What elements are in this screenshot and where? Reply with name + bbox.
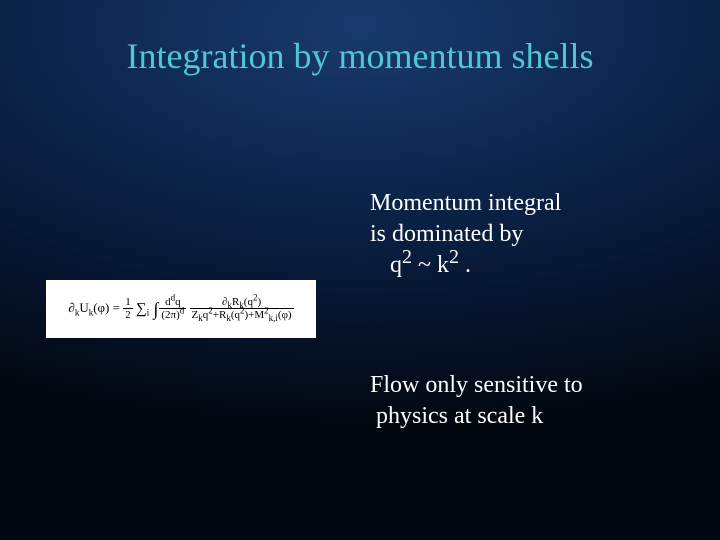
formula-box: ∂kUk(φ) = 12 ∑i ∫ddq(2π)d ∂kRk(q2)Zkq2+R… <box>46 280 316 338</box>
measure-den: (2π)d <box>159 309 186 321</box>
body-text-1-line3: q2 ~ k2 . <box>370 250 561 281</box>
sum-symbol: ∑ <box>136 301 147 318</box>
body-text-1-line1: Momentum integral <box>370 188 561 219</box>
equals: = <box>109 300 123 315</box>
body-text-1-line2: is dominated by <box>370 219 561 250</box>
q-symbol: q <box>390 252 402 278</box>
den-r-q-close-m: )+M <box>244 309 264 321</box>
slide-title: Integration by momentum shells <box>0 35 720 77</box>
half-den: 2 <box>123 309 133 321</box>
main-frac: ∂kRk(q2)Zkq2+Rk(q2)+M2k,i(φ) <box>190 297 294 321</box>
body-text-2-line1: Flow only sensitive to <box>370 370 583 401</box>
den-r-q-open: (q <box>231 309 240 321</box>
u-symbol: U <box>79 300 88 315</box>
tilde-k: ~ k <box>412 252 449 278</box>
integral-symbol: ∫ <box>153 299 158 320</box>
sum-index: i <box>147 308 150 318</box>
meas-2pi-sup: d <box>180 305 185 315</box>
period: . <box>459 252 471 278</box>
slide: Integration by momentum shells Momentum … <box>0 0 720 540</box>
main-den: Zkq2+Rk(q2)+M2k,i(φ) <box>190 309 294 321</box>
num-q-open: (q <box>244 296 253 308</box>
q-exponent: 2 <box>402 246 412 268</box>
den-plus-r: +R <box>213 309 227 321</box>
body-text-2: Flow only sensitive to physics at scale … <box>370 370 583 432</box>
formula: ∂kUk(φ) = 12 ∑i ∫ddq(2π)d ∂kRk(q2)Zkq2+R… <box>68 297 293 321</box>
body-text-2-line2: physics at scale k <box>370 401 583 432</box>
half-num: 1 <box>123 297 133 309</box>
measure-frac: ddq(2π)d <box>159 297 186 321</box>
den-m-arg: (φ) <box>278 309 292 321</box>
body-text-1: Momentum integral is dominated by q2 ~ k… <box>370 188 561 282</box>
meas-2pi: (2π) <box>161 309 179 321</box>
k-exponent: 2 <box>449 246 459 268</box>
phi-arg: (φ) <box>93 300 109 315</box>
half-frac: 12 <box>123 297 133 321</box>
den-m-sub: k,i <box>269 313 278 323</box>
num-q-close: ) <box>257 296 261 308</box>
